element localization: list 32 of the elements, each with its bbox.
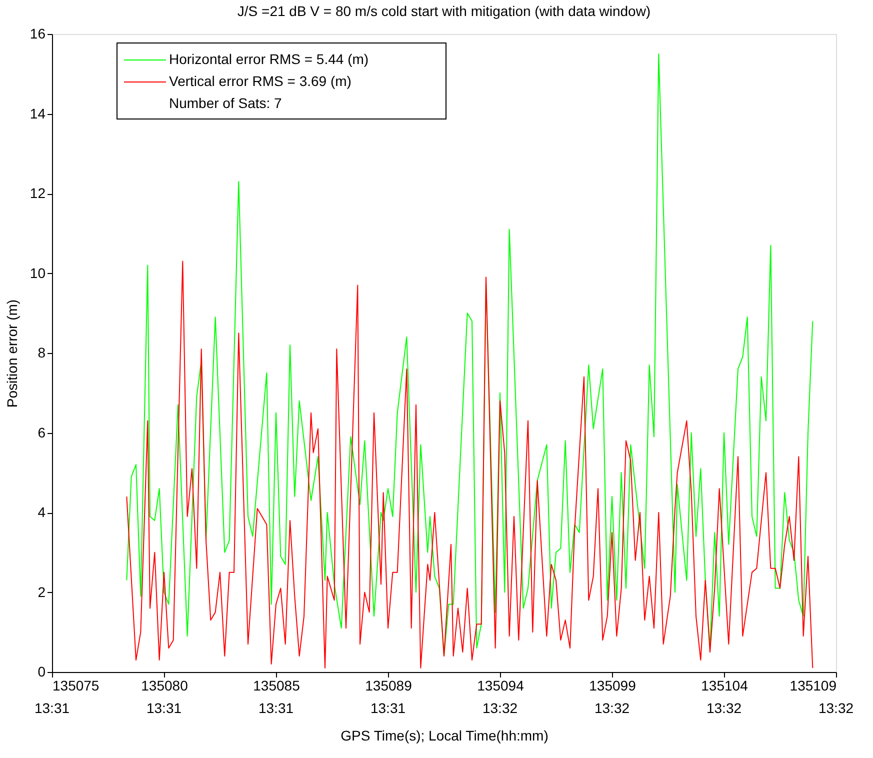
x-tick-label: 135104 <box>701 678 748 694</box>
y-tick-label: 2 <box>38 584 46 600</box>
x-tick-label: 135075 <box>52 678 100 694</box>
y-tick-label: 12 <box>30 185 46 201</box>
text: 13:32 <box>482 700 518 716</box>
text: 13:32 <box>594 700 630 716</box>
y-tick-label: 4 <box>38 504 46 520</box>
text: 13:31 <box>370 700 406 716</box>
legend-label: Horizontal error RMS = 5.44 (m) <box>169 51 369 67</box>
x-tick-label: 135085 <box>253 678 300 694</box>
line-series <box>126 260 814 669</box>
text: 13:31 <box>34 700 70 716</box>
chart-title: J/S =21 dB V = 80 m/s cold start with mitigation (with data window) <box>237 3 651 19</box>
x-tick-label: 135094 <box>477 678 524 694</box>
text: 13:31 <box>146 700 182 716</box>
x-tick-label: 135089 <box>365 678 412 694</box>
text: 13:32 <box>706 700 742 716</box>
y-tick-label: 14 <box>30 105 46 122</box>
y-tick-label: 8 <box>38 344 46 360</box>
y-axis-title: Position error (m) <box>4 299 20 408</box>
y-tick-label: 16 <box>30 26 46 42</box>
x-tick-label: 135080 <box>141 678 188 694</box>
y-tick-label: 10 <box>30 264 46 281</box>
x-axis-title: GPS Time(s); Local Time(hh:mm) <box>340 728 548 744</box>
annotation: Number of Sats: 7 <box>169 95 282 111</box>
x-tick-label: 135109 <box>790 678 837 694</box>
text: 13:32 <box>818 700 854 716</box>
x-tick-label: 135099 <box>589 678 636 694</box>
y-tick-label: 6 <box>38 424 46 440</box>
y-tick-label: 0 <box>38 664 46 680</box>
legend-label: Vertical error RMS = 3.69 (m) <box>169 73 352 89</box>
text: 13:31 <box>258 700 294 716</box>
